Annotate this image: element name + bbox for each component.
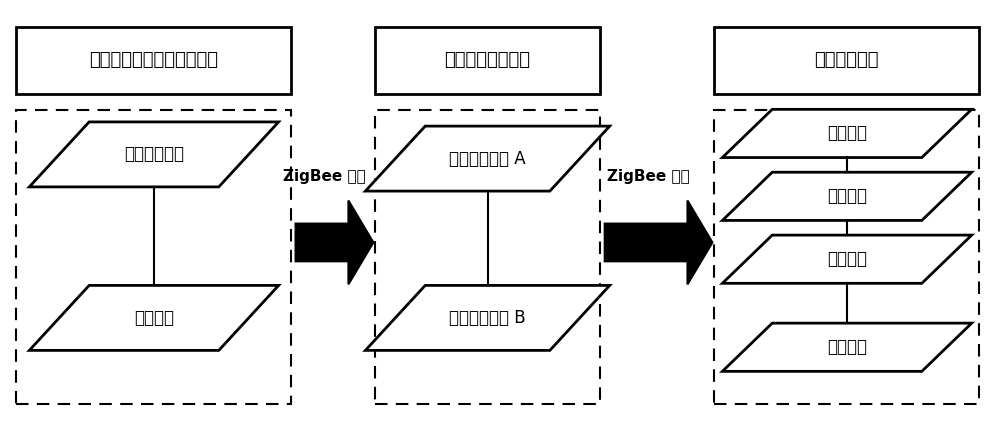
- Text: 处理方案模块: 处理方案模块: [814, 51, 879, 69]
- Polygon shape: [605, 200, 712, 284]
- Polygon shape: [722, 235, 972, 283]
- Bar: [16, 27, 291, 94]
- Polygon shape: [722, 323, 972, 371]
- Bar: [714, 111, 979, 404]
- Polygon shape: [29, 285, 279, 350]
- Polygon shape: [365, 285, 610, 350]
- Text: 寻找代驾: 寻找代驾: [827, 338, 867, 356]
- Polygon shape: [365, 126, 610, 191]
- Text: 瞳孔测试: 瞳孔测试: [134, 309, 174, 327]
- Bar: [16, 111, 291, 404]
- Text: ZigBee 控制: ZigBee 控制: [607, 169, 690, 184]
- Bar: [714, 27, 979, 94]
- Polygon shape: [296, 200, 373, 284]
- Text: 接收报警信号 B: 接收报警信号 B: [449, 309, 526, 327]
- Bar: [375, 27, 600, 94]
- Text: 酒驾处理中心模块: 酒驾处理中心模块: [445, 51, 531, 69]
- Text: 多重措施酒驾判定标准模块: 多重措施酒驾判定标准模块: [89, 51, 218, 69]
- Text: ZigBee 传输: ZigBee 传输: [283, 169, 366, 184]
- Text: 通风换气: 通风换气: [827, 187, 867, 206]
- Polygon shape: [722, 172, 972, 220]
- Text: 发送短信: 发送短信: [827, 250, 867, 268]
- Bar: [375, 111, 600, 404]
- Polygon shape: [722, 109, 972, 157]
- Polygon shape: [29, 122, 279, 187]
- Text: 接收报警信号 A: 接收报警信号 A: [449, 149, 526, 168]
- Text: 锁定引擎: 锁定引擎: [827, 124, 867, 143]
- Text: 酒精浓度测试: 酒精浓度测试: [124, 146, 184, 163]
